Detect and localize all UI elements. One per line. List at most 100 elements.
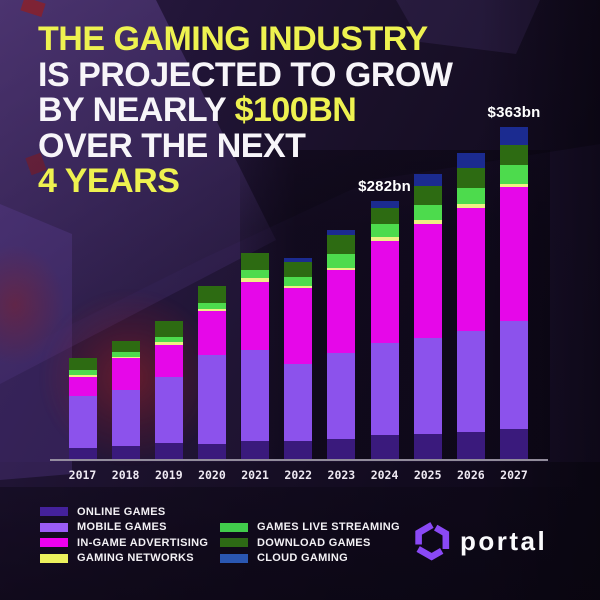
bar-segment (413, 224, 442, 339)
bar-segment (500, 145, 528, 165)
bar-segment (154, 345, 183, 377)
legend-swatch (220, 522, 248, 532)
legend-label: CLOUD GAMING (257, 552, 348, 565)
bar-segment (327, 270, 356, 354)
total-label-2027: $363bn (487, 104, 541, 121)
legend-label: IN-GAME ADVERTISING (77, 536, 209, 549)
bar-segment (370, 241, 399, 343)
bar-segment (154, 443, 183, 459)
legend-item-mobile-games: MOBILE GAMES (40, 520, 208, 536)
bar-segment (284, 262, 313, 278)
bar-segment (284, 277, 313, 286)
legend-swatch (220, 553, 248, 563)
brand-logo: portal (413, 520, 547, 562)
title-line: 4 YEARS (38, 162, 452, 200)
bar-segment (111, 340, 140, 353)
axis-label-2022: 2022 (284, 468, 313, 482)
bar-segment (370, 435, 399, 459)
bar-segment (241, 441, 270, 459)
bar-segment (370, 223, 399, 238)
portal-hexagon-icon (413, 520, 451, 562)
total-label-2024: $282bn (358, 178, 411, 196)
bar-segment (327, 253, 356, 269)
title-segment: 4 YEARS (38, 162, 180, 200)
bar-segment (327, 230, 356, 236)
bar-2025 (413, 174, 442, 459)
axis-label-2024: 2024 (370, 468, 399, 482)
bar-segment (327, 268, 356, 271)
axis-label-2027: 2027 (500, 468, 528, 482)
bar-segment (370, 207, 399, 224)
bar-segment (456, 187, 485, 205)
bar-segment (111, 352, 140, 358)
bar-segment (197, 303, 226, 309)
bar-segment (154, 341, 183, 346)
legend-swatch (40, 538, 68, 548)
legend-label: GAMES LIVE STREAMING (257, 521, 400, 534)
bar-segment (68, 395, 97, 449)
bar-segment (111, 389, 140, 447)
bar-segment (197, 354, 226, 445)
bar-2021 (241, 252, 270, 459)
bar-segment (197, 285, 226, 304)
axis-label-2026: 2026 (456, 468, 485, 482)
axis-label-2021: 2021 (241, 468, 269, 482)
bar-segment (241, 252, 270, 271)
title-segment: THE GAMING INDUSTRY (38, 20, 428, 58)
bar-2024 (370, 201, 399, 459)
legend-label: GAMING NETWORKS (77, 552, 194, 565)
legend-label: MOBILE GAMES (77, 521, 167, 534)
title-segment: IS PROJECTED TO GROW (38, 55, 453, 94)
legend-label: DOWNLOAD GAMES (257, 536, 371, 549)
bar-2020 (197, 285, 226, 459)
bar-segment (456, 204, 485, 209)
bar-segment (154, 376, 183, 444)
bar-segment (456, 330, 485, 432)
background-footer-band (0, 487, 600, 600)
legend-item-in-game-advertising: IN-GAME ADVERTISING (40, 535, 208, 551)
bar-segment (413, 434, 442, 459)
bar-2017 (68, 358, 97, 459)
bar-segment (68, 370, 97, 375)
bar-segment (111, 446, 140, 459)
title-line: IS PROJECTED TO GROW (38, 55, 453, 94)
bar-segment (413, 220, 442, 225)
bar-segment (370, 342, 399, 436)
legend-item-gaming-networks: GAMING NETWORKS (40, 551, 208, 567)
bar-2022 (284, 258, 313, 459)
bar-2026 (456, 152, 485, 459)
bar-segment (197, 310, 226, 355)
legend-item-games-live-streaming: GAMES LIVE STREAMING (220, 520, 400, 536)
axis-label-2020: 2020 (198, 468, 226, 482)
bar-segment (197, 308, 226, 311)
bar-segment (370, 237, 399, 242)
bar-segment (327, 235, 356, 254)
bar-segment (413, 205, 442, 221)
axis-label-2025: 2025 (413, 468, 442, 482)
legend-column-right: GAMES LIVE STREAMING DOWNLOAD GAMES CLOUD … (220, 520, 400, 567)
legend-item-cloud-gaming: CLOUD GAMING (220, 551, 400, 567)
title-segment: BY NEARLY (38, 91, 235, 129)
title-line: OVER THE NEXT (38, 128, 452, 165)
bar-segment (197, 444, 226, 459)
bar-segment (68, 358, 97, 371)
bar-segment (500, 428, 528, 459)
bar-segment (413, 174, 442, 186)
bar-segment (284, 363, 313, 441)
bar-segment (111, 358, 140, 390)
bar-segment (413, 185, 442, 206)
legend-swatch (40, 553, 68, 563)
x-axis-line (50, 458, 548, 461)
bar-segment (500, 164, 528, 184)
legend-column-left: ONLINE GAMES MOBILE GAMES IN-GAME ADVERTIS… (40, 504, 208, 566)
bar-2018 (111, 340, 140, 459)
bar-segment (241, 278, 270, 282)
bar-segment (68, 376, 97, 396)
title-line: BY NEARLY $100BN (38, 91, 452, 129)
bar-segment (68, 448, 97, 459)
bar-segment (284, 285, 313, 289)
legend-swatch (40, 507, 68, 517)
